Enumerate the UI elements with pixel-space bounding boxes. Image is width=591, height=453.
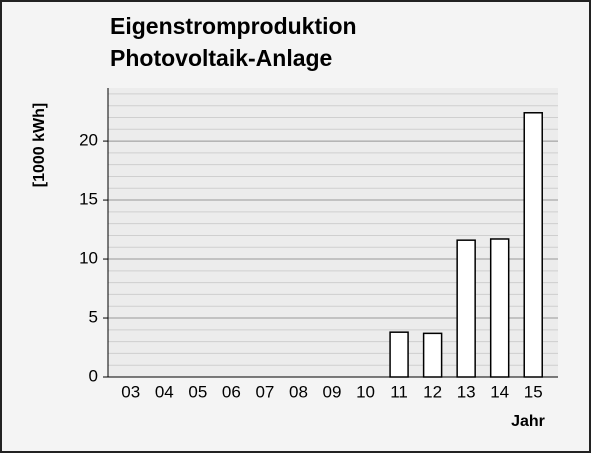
x-tick-label: 10 bbox=[356, 382, 375, 401]
bar bbox=[523, 112, 543, 378]
y-axis-label: [1000 kWh] bbox=[31, 103, 48, 187]
bar bbox=[456, 239, 476, 378]
x-tick-label: 07 bbox=[255, 382, 274, 401]
x-tick-label: 06 bbox=[222, 382, 241, 401]
x-tick-label: 04 bbox=[155, 382, 174, 401]
bar bbox=[489, 238, 510, 378]
x-axis-label: Jahr bbox=[511, 413, 545, 430]
y-tick-label: 10 bbox=[79, 249, 98, 268]
x-tick-label: 15 bbox=[524, 382, 543, 401]
x-tick-label: 12 bbox=[423, 382, 442, 401]
y-tick-label: 0 bbox=[89, 366, 98, 385]
y-tick-label: 15 bbox=[79, 190, 98, 209]
x-tick-label: 09 bbox=[323, 382, 342, 401]
y-tick-label: 5 bbox=[89, 308, 98, 327]
y-tick-label: 20 bbox=[79, 131, 98, 150]
chart-title: Photovoltaik-Anlage bbox=[110, 45, 332, 71]
x-tick-label: 05 bbox=[188, 382, 207, 401]
plot-area bbox=[108, 88, 558, 377]
bar bbox=[422, 332, 443, 378]
x-tick-label: 14 bbox=[490, 382, 509, 401]
x-tick-label: 03 bbox=[121, 382, 140, 401]
x-tick-label: 11 bbox=[390, 382, 408, 401]
x-tick-label: 08 bbox=[289, 382, 308, 401]
chart-title: Eigenstromproduktion bbox=[110, 13, 357, 39]
bar bbox=[389, 331, 409, 378]
x-tick-label: 13 bbox=[457, 382, 476, 401]
